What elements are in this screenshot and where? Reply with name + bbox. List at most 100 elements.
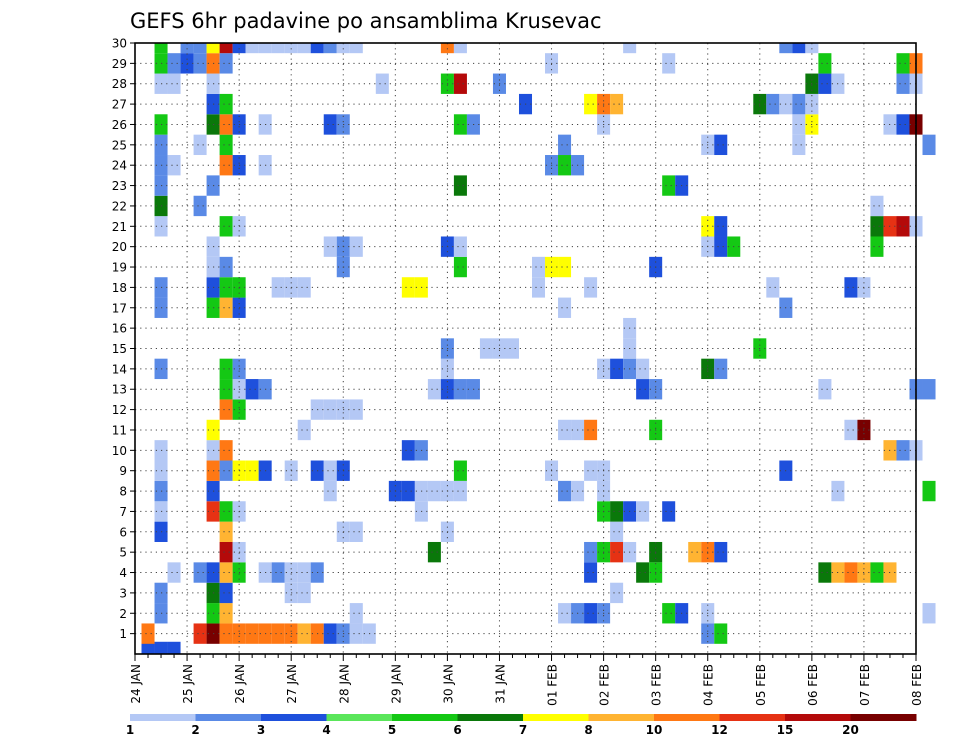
heatmap-cell <box>453 236 467 257</box>
colorbar-swatch <box>392 714 458 721</box>
heatmap-cell <box>532 277 546 298</box>
y-tick-label: 25 <box>112 138 127 152</box>
heatmap-cell <box>219 216 233 237</box>
heatmap-cell <box>323 480 337 502</box>
heatmap-cell <box>610 93 624 115</box>
heatmap-cell <box>453 379 467 400</box>
heatmap-cell <box>323 460 337 481</box>
heatmap-cell <box>206 43 220 54</box>
y-tick-label: 28 <box>112 77 127 91</box>
y-tick-label: 26 <box>112 118 127 132</box>
x-tick-label: 29 JAN <box>389 664 403 704</box>
heatmap-cell <box>297 43 311 54</box>
heatmap-cell <box>453 256 467 278</box>
colorbar-swatch <box>130 714 196 721</box>
heatmap-cell <box>779 43 793 54</box>
heatmap-cell <box>154 43 168 54</box>
heatmap-cell <box>427 480 441 502</box>
heatmap-cell <box>922 134 936 156</box>
heatmap-cell <box>219 399 233 420</box>
y-tick-label: 21 <box>112 220 127 234</box>
heatmap-cell <box>297 623 311 644</box>
colorbar-swatch <box>523 714 589 721</box>
heatmap-cell <box>896 53 910 74</box>
heatmap-cell <box>167 641 181 654</box>
heatmap-cell <box>193 43 207 54</box>
x-axis-ticks: 24 JAN 25 JAN 26 JAN 27 JAN 28 JAN 29 JAN 30 J… <box>129 654 924 706</box>
heatmap-cell <box>219 134 233 156</box>
heatmap-cell <box>167 155 181 176</box>
y-tick-label: 2 <box>119 607 127 621</box>
heatmap-cell <box>219 53 233 74</box>
heatmap-cell <box>870 236 884 257</box>
heatmap-cell <box>323 114 337 135</box>
heatmap-cell <box>310 43 324 54</box>
y-tick-label: 20 <box>112 240 127 254</box>
heatmap-cell <box>532 256 546 278</box>
x-tick-label: 04 FEB <box>702 664 716 706</box>
heatmap-cell <box>610 501 624 522</box>
heatmap-cell <box>297 562 311 583</box>
colorbar-swatch <box>785 714 851 721</box>
heatmap-cell <box>219 582 233 604</box>
heatmap-cell <box>714 216 728 237</box>
heatmap-cell <box>558 603 572 624</box>
heatmap-cell <box>219 43 233 54</box>
y-tick-label: 17 <box>112 301 127 315</box>
heatmap-cell <box>844 562 858 583</box>
heatmap-cell <box>219 440 233 461</box>
y-tick-label: 23 <box>112 179 127 193</box>
heatmap-cell <box>219 93 233 115</box>
heatmap-cell <box>349 43 363 54</box>
heatmap-cell <box>453 73 467 94</box>
heatmap-cell <box>453 175 467 196</box>
x-tick-label: 01 FEB <box>546 664 560 706</box>
heatmap-cell <box>167 53 181 74</box>
colorbar-label: 2 <box>191 723 199 737</box>
heatmap-cell <box>271 277 285 298</box>
heatmap-cell <box>232 43 246 54</box>
y-tick-label: 9 <box>119 464 127 478</box>
y-axis-ticks: 1234567891011121314151617181920212223242… <box>112 37 135 641</box>
x-tick-label: 06 FEB <box>806 664 820 706</box>
heatmap-cell <box>401 480 415 502</box>
heatmap-cell <box>844 419 858 441</box>
colorbar-swatch <box>326 714 393 721</box>
x-tick-label: 27 JAN <box>285 664 299 704</box>
y-tick-label: 13 <box>112 383 127 397</box>
heatmap-cell <box>453 43 467 54</box>
heatmap-cell <box>818 562 832 583</box>
heatmap-cell <box>792 43 806 54</box>
heatmap-cell <box>870 195 884 217</box>
heatmap-cell <box>636 562 650 583</box>
x-tick-label: 25 JAN <box>181 664 195 704</box>
heatmap-cell <box>349 399 363 420</box>
heatmap-cell <box>584 541 598 563</box>
colorbar-swatch <box>588 714 655 721</box>
heatmap-cell <box>349 623 363 644</box>
heatmap-cell <box>610 541 624 563</box>
heatmap-cell <box>636 379 650 400</box>
heatmap-cell <box>219 277 233 298</box>
heatmap-cell <box>219 562 233 583</box>
heatmap-cell <box>896 440 910 461</box>
heatmap-cell <box>505 338 519 359</box>
heatmap-cell <box>870 562 884 583</box>
colorbar-swatch <box>719 714 786 721</box>
colorbar-label: 8 <box>584 723 592 737</box>
heatmap-cell <box>610 582 624 604</box>
heatmap-cell <box>714 358 728 380</box>
heatmap-cell <box>714 541 728 563</box>
y-tick-label: 7 <box>119 505 127 519</box>
heatmap-cell <box>453 480 467 502</box>
heatmap-cell <box>584 93 598 115</box>
y-tick-label: 27 <box>112 98 127 112</box>
heatmap-cell <box>245 43 259 54</box>
heatmap-cell <box>818 53 832 74</box>
heatmap-cell <box>271 562 285 583</box>
heatmap-cell <box>258 43 272 54</box>
colorbar-legend: 1 2 3 4 5 6 7 8 10 12 15 20 <box>126 714 917 737</box>
heatmap-cell <box>297 277 311 298</box>
heatmap-cell <box>271 43 285 54</box>
y-tick-label: 16 <box>112 322 127 336</box>
